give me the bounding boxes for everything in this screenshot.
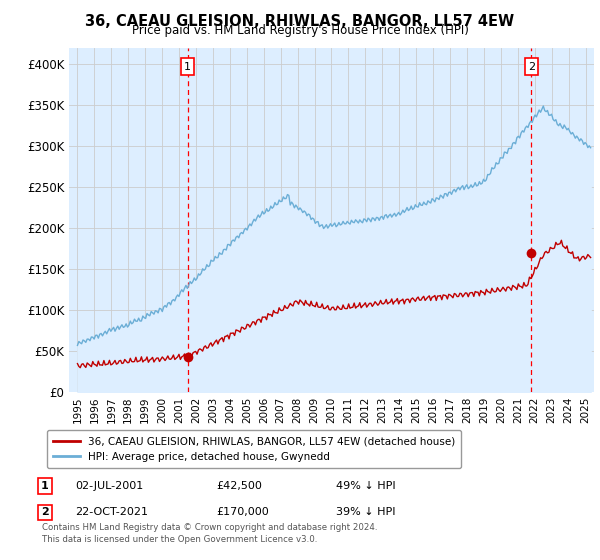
Text: £42,500: £42,500 [216, 481, 262, 491]
Text: 1: 1 [41, 481, 49, 491]
Text: 1: 1 [184, 62, 191, 72]
Text: Contains HM Land Registry data © Crown copyright and database right 2024.
This d: Contains HM Land Registry data © Crown c… [42, 523, 377, 544]
Text: £170,000: £170,000 [216, 507, 269, 517]
Text: 39% ↓ HPI: 39% ↓ HPI [336, 507, 395, 517]
Text: 22-OCT-2021: 22-OCT-2021 [75, 507, 148, 517]
Legend: 36, CAEAU GLEISION, RHIWLAS, BANGOR, LL57 4EW (detached house), HPI: Average pri: 36, CAEAU GLEISION, RHIWLAS, BANGOR, LL5… [47, 430, 461, 468]
Text: 02-JUL-2001: 02-JUL-2001 [75, 481, 143, 491]
Text: 36, CAEAU GLEISION, RHIWLAS, BANGOR, LL57 4EW: 36, CAEAU GLEISION, RHIWLAS, BANGOR, LL5… [85, 14, 515, 29]
Text: 2: 2 [528, 62, 535, 72]
Text: Price paid vs. HM Land Registry's House Price Index (HPI): Price paid vs. HM Land Registry's House … [131, 24, 469, 37]
Text: 49% ↓ HPI: 49% ↓ HPI [336, 481, 395, 491]
Text: 2: 2 [41, 507, 49, 517]
